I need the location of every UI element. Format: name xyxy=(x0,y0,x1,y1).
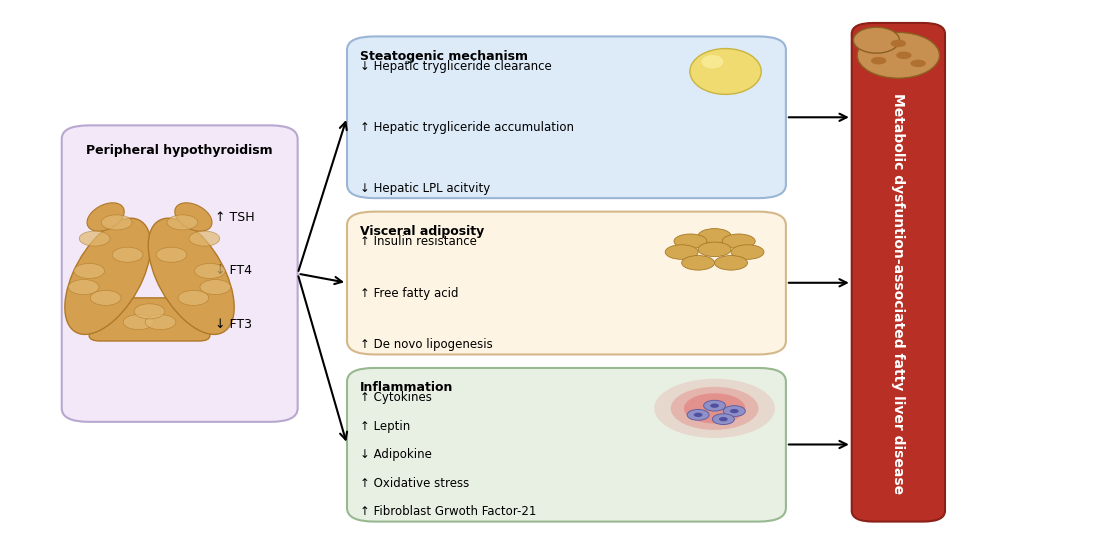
Circle shape xyxy=(195,264,226,278)
Ellipse shape xyxy=(65,218,151,334)
Ellipse shape xyxy=(702,55,724,69)
Text: ↑ Cytokines: ↑ Cytokines xyxy=(360,391,432,404)
Circle shape xyxy=(671,387,759,430)
Circle shape xyxy=(719,417,728,421)
FancyBboxPatch shape xyxy=(346,368,785,522)
FancyBboxPatch shape xyxy=(89,298,210,341)
Ellipse shape xyxy=(857,32,939,78)
Ellipse shape xyxy=(698,228,732,243)
Ellipse shape xyxy=(854,27,900,53)
FancyBboxPatch shape xyxy=(851,23,945,522)
Circle shape xyxy=(189,231,220,246)
Text: Visceral adiposity: Visceral adiposity xyxy=(360,225,484,238)
Text: Metabolic dysfuntion-associated fatty liver disease: Metabolic dysfuntion-associated fatty li… xyxy=(891,93,905,495)
Circle shape xyxy=(871,57,887,64)
Circle shape xyxy=(730,409,739,413)
Ellipse shape xyxy=(682,255,715,270)
Text: ↑ Oxidative stress: ↑ Oxidative stress xyxy=(360,477,470,490)
Circle shape xyxy=(79,231,110,246)
Circle shape xyxy=(112,247,143,262)
Text: ↑ Free fatty acid: ↑ Free fatty acid xyxy=(360,287,459,300)
Text: ↑ De novo lipogenesis: ↑ De novo lipogenesis xyxy=(360,338,493,351)
Text: ↑ TSH: ↑ TSH xyxy=(216,210,255,223)
Circle shape xyxy=(134,304,165,319)
FancyBboxPatch shape xyxy=(62,125,298,422)
Ellipse shape xyxy=(715,255,748,270)
Circle shape xyxy=(724,406,746,417)
Ellipse shape xyxy=(732,245,764,259)
Circle shape xyxy=(911,60,926,67)
Text: ↓ Hepatic trygliceride clearance: ↓ Hepatic trygliceride clearance xyxy=(360,60,552,72)
Circle shape xyxy=(694,413,703,417)
Ellipse shape xyxy=(175,203,212,231)
Circle shape xyxy=(123,315,154,330)
Circle shape xyxy=(711,404,719,408)
Text: Peripheral hypothyroidism: Peripheral hypothyroidism xyxy=(87,144,273,157)
Circle shape xyxy=(688,410,710,420)
Circle shape xyxy=(713,414,735,424)
Text: ↑ Hepatic trygliceride accumulation: ↑ Hepatic trygliceride accumulation xyxy=(360,121,574,134)
Text: ↓ Hepatic LPL acitvity: ↓ Hepatic LPL acitvity xyxy=(360,182,491,195)
Circle shape xyxy=(74,264,104,278)
Text: ↓ FT4: ↓ FT4 xyxy=(216,265,252,277)
Text: ↑ Insulin resistance: ↑ Insulin resistance xyxy=(360,235,477,248)
Circle shape xyxy=(101,215,132,230)
Circle shape xyxy=(167,215,198,230)
Text: Inflammation: Inflammation xyxy=(360,382,453,394)
Ellipse shape xyxy=(87,203,124,231)
Text: ↑ Leptin: ↑ Leptin xyxy=(360,419,410,433)
Text: Steatogenic mechanism: Steatogenic mechanism xyxy=(360,50,528,63)
FancyBboxPatch shape xyxy=(346,211,785,355)
Circle shape xyxy=(891,40,906,47)
Ellipse shape xyxy=(698,242,732,256)
Circle shape xyxy=(145,315,176,330)
Ellipse shape xyxy=(674,234,707,249)
Ellipse shape xyxy=(690,48,761,94)
Circle shape xyxy=(684,393,746,423)
Circle shape xyxy=(896,52,912,59)
Circle shape xyxy=(90,290,121,305)
Text: ↓ Adipokine: ↓ Adipokine xyxy=(360,448,432,461)
Text: ↑ Fibroblast Grwoth Factor-21: ↑ Fibroblast Grwoth Factor-21 xyxy=(360,506,537,518)
Circle shape xyxy=(156,247,187,262)
FancyBboxPatch shape xyxy=(346,36,785,198)
Ellipse shape xyxy=(723,234,756,249)
Circle shape xyxy=(68,279,99,295)
Circle shape xyxy=(178,290,209,305)
Circle shape xyxy=(654,379,774,438)
Circle shape xyxy=(704,400,726,411)
Circle shape xyxy=(200,279,231,295)
Text: ↓ FT3: ↓ FT3 xyxy=(216,318,252,332)
Ellipse shape xyxy=(148,218,234,334)
Ellipse shape xyxy=(666,245,698,259)
